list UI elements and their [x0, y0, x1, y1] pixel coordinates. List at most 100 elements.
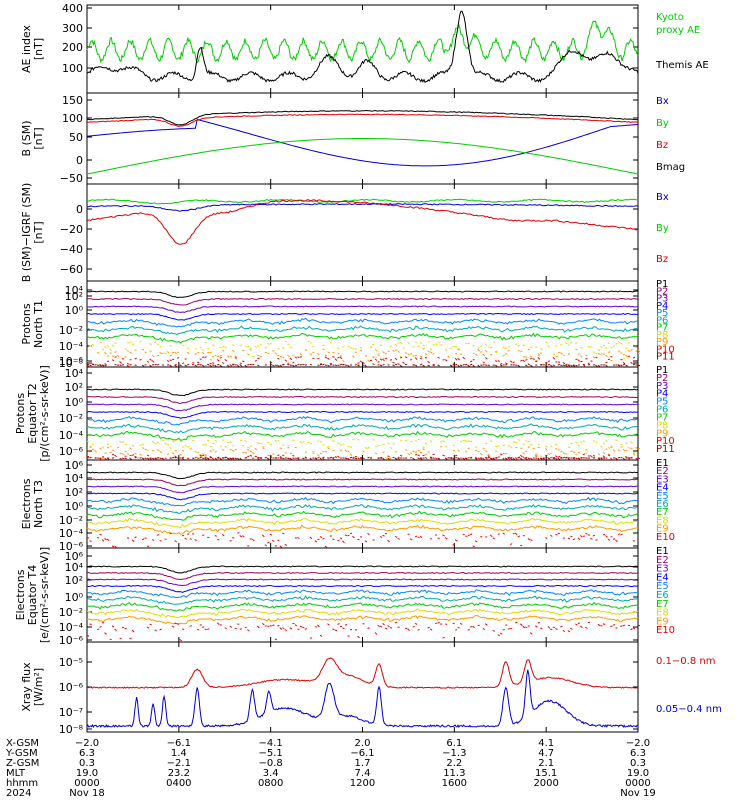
flux-trace-p10 [392, 361, 395, 364]
flux-trace-p11 [292, 364, 295, 367]
flux-trace-p8 [164, 352, 167, 355]
flux-trace-p8 [620, 342, 623, 345]
flux-trace-e10 [194, 539, 197, 541]
y-axis-label: Equator T4 [26, 565, 39, 625]
flux-trace-p11 [144, 457, 147, 460]
legend-p4: P4 [656, 389, 668, 400]
flux-trace-p11 [622, 457, 626, 461]
legend-e10: E10 [656, 625, 675, 636]
flux-trace-e10 [529, 632, 533, 635]
flux-trace-e10 [304, 628, 308, 630]
flux-trace-p9 [520, 447, 523, 450]
flux-trace-p9 [397, 350, 400, 353]
flux-trace-p11 [494, 364, 498, 367]
flux-trace-p10 [417, 454, 420, 457]
legend-e5: E5 [656, 581, 669, 592]
flux-trace-p10 [424, 457, 428, 459]
y-tick-label: 10⁶ [65, 550, 84, 563]
flux-trace-p11 [455, 363, 458, 366]
flux-trace-p8 [627, 446, 631, 449]
flux-trace-p11 [500, 364, 503, 367]
flux-trace-p8 [156, 343, 160, 346]
flux-trace-p9 [129, 447, 132, 450]
flux-trace-p10 [552, 356, 556, 360]
flux-trace-p9 [560, 352, 563, 355]
flux-trace-p11 [239, 457, 243, 461]
legend-e2: E2 [656, 466, 669, 477]
flux-trace-p8 [209, 358, 213, 361]
flux-trace-e10 [96, 628, 100, 631]
flux-trace-e10 [146, 545, 150, 548]
flux-line-e6 [86, 503, 639, 515]
flux-trace-p9 [600, 353, 603, 355]
flux-trace-p11 [620, 364, 623, 367]
flux-trace-p9 [567, 353, 571, 355]
flux-trace-p10 [297, 356, 300, 359]
flux-trace-p11 [575, 364, 578, 367]
flux-trace-p9 [159, 351, 162, 355]
flux-trace-e10 [264, 544, 268, 547]
flux-trace-p8 [419, 341, 423, 344]
flux-trace-e10 [284, 629, 288, 632]
flux-trace-e10 [484, 623, 488, 626]
flux-trace-p8 [232, 344, 235, 347]
flux-trace-p11 [174, 364, 177, 367]
legend-bz: Bz [656, 140, 668, 151]
flux-trace-p9 [231, 349, 235, 353]
panel-frame [86, 4, 639, 94]
flux-trace-p8 [222, 439, 225, 441]
ephemeris-value: 2.1 [538, 758, 554, 769]
flux-trace-e10 [602, 623, 606, 625]
flux-trace-p9 [502, 452, 505, 455]
legend-p5: P5 [656, 308, 668, 319]
ephemeris-label: Y-GSM [5, 748, 38, 759]
flux-trace-p11 [207, 363, 210, 366]
flux-trace-p9 [234, 355, 238, 358]
flux-trace-p10 [354, 455, 358, 458]
flux-trace-p11 [525, 364, 528, 367]
flux-trace-p9 [374, 452, 378, 455]
flux-trace-p10 [279, 455, 283, 459]
flux-trace-e10 [114, 628, 117, 631]
flux-trace-p8 [139, 444, 142, 446]
flux-trace-e10 [297, 536, 300, 539]
flux-trace-p11 [617, 364, 621, 367]
flux-trace-p8 [552, 353, 556, 356]
ephemeris-label: Z-GSM [6, 758, 39, 769]
flux-trace-p11 [437, 364, 440, 367]
flux-trace-p10 [347, 457, 350, 461]
flux-trace-p11 [487, 456, 490, 459]
flux-line-e3 [86, 485, 639, 494]
flux-trace-p8 [124, 443, 127, 446]
flux-trace-e10 [472, 545, 475, 548]
flux-trace-p10 [470, 360, 473, 363]
flux-trace-e10 [427, 626, 430, 629]
flux-trace-p9 [179, 453, 182, 456]
y-axis-label: Electrons [20, 478, 33, 529]
flux-trace-p9 [457, 449, 460, 452]
flux-trace-p10 [319, 363, 323, 365]
flux-trace-p10 [437, 356, 440, 359]
legend-e4: E4 [656, 483, 669, 494]
flux-trace-e10 [577, 622, 581, 625]
flux-trace-p11 [269, 456, 272, 459]
flux-trace-e10 [497, 634, 501, 637]
flux-trace-p9 [525, 450, 528, 453]
flux-trace-p8 [510, 446, 513, 448]
flux-trace-p11 [161, 457, 165, 461]
flux-trace-p9 [272, 453, 275, 455]
flux-trace-p9 [555, 447, 558, 450]
flux-trace-e10 [141, 538, 145, 541]
flux-trace-e10 [570, 535, 573, 538]
by-line [86, 138, 639, 175]
flux-trace-e10 [547, 626, 551, 629]
flux-trace-p11 [252, 363, 255, 366]
flux-trace-p10 [577, 359, 581, 362]
flux-trace-p9 [362, 450, 365, 453]
flux-trace-p11 [317, 456, 320, 459]
flux-trace-p11 [474, 457, 478, 461]
flux-trace-p11 [432, 364, 435, 367]
flux-trace-p11 [457, 364, 461, 368]
ephemeris-value: 4.1 [538, 738, 554, 749]
flux-trace-e10 [555, 627, 558, 630]
